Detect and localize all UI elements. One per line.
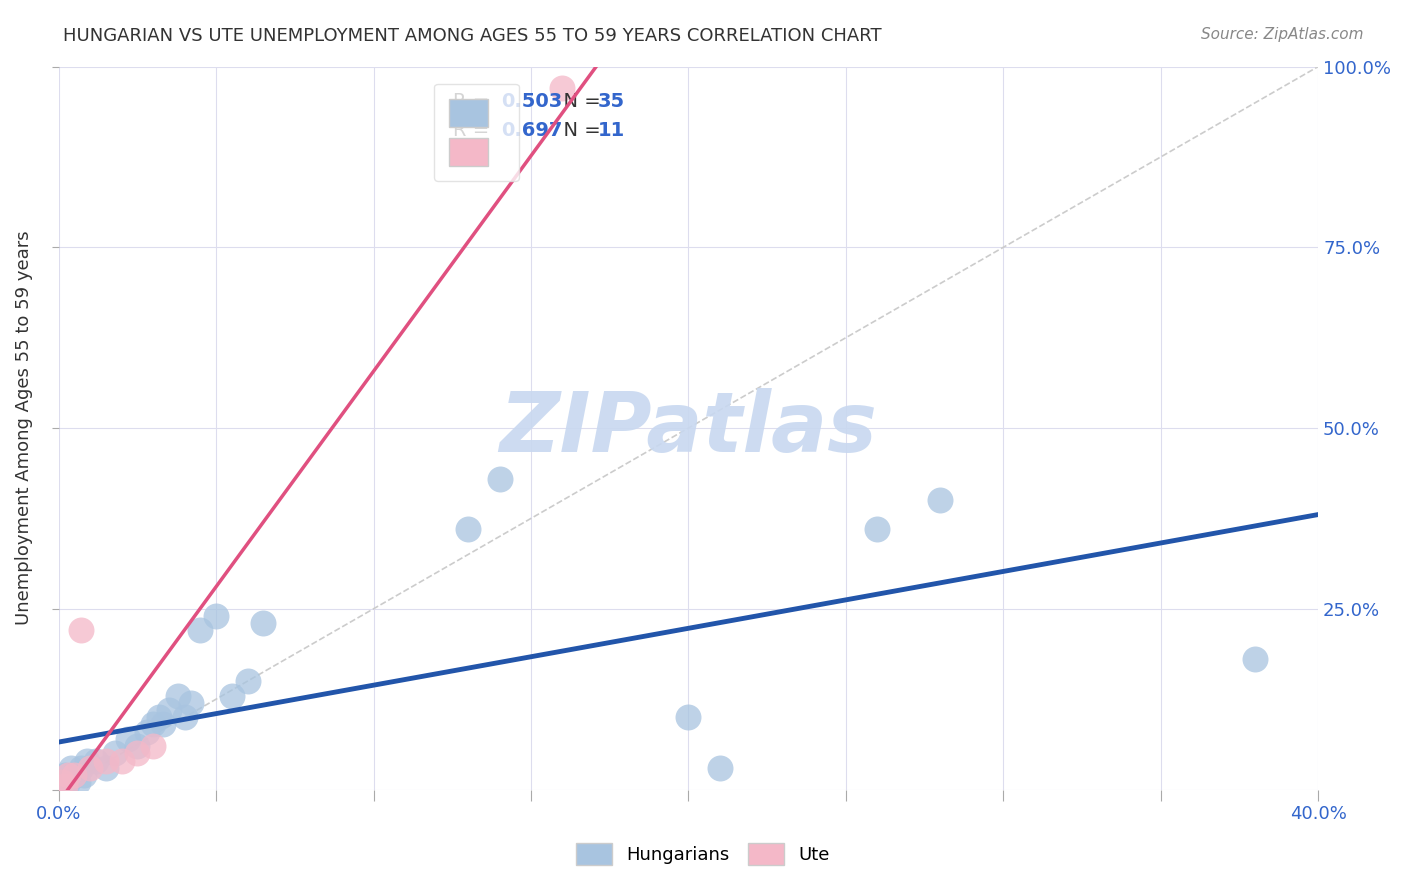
Point — [157, 703, 180, 717]
Point — [252, 616, 274, 631]
Point — [678, 710, 700, 724]
Point — [63, 768, 86, 782]
Point — [236, 674, 259, 689]
Point — [180, 696, 202, 710]
Text: ZIPatlas: ZIPatlas — [499, 387, 877, 468]
Point — [167, 689, 190, 703]
Point — [142, 739, 165, 753]
Point — [69, 761, 91, 775]
Point — [94, 761, 117, 775]
Text: 11: 11 — [598, 120, 626, 140]
Text: N =: N = — [551, 92, 607, 111]
Point — [929, 493, 952, 508]
Point — [551, 81, 574, 95]
Point — [709, 761, 731, 775]
Point — [148, 710, 170, 724]
Point — [135, 724, 157, 739]
Point — [457, 522, 479, 536]
Point — [173, 710, 195, 724]
Point — [79, 761, 101, 775]
Text: 0.503: 0.503 — [501, 92, 562, 111]
Point — [66, 775, 89, 789]
Point — [51, 775, 73, 789]
Text: HUNGARIAN VS UTE UNEMPLOYMENT AMONG AGES 55 TO 59 YEARS CORRELATION CHART: HUNGARIAN VS UTE UNEMPLOYMENT AMONG AGES… — [63, 27, 882, 45]
Point — [56, 768, 79, 782]
Point — [142, 717, 165, 731]
Point — [104, 747, 127, 761]
Point — [221, 689, 243, 703]
Text: 0.697: 0.697 — [501, 120, 562, 140]
Legend: Hungarians, Ute: Hungarians, Ute — [567, 834, 839, 874]
Point — [63, 768, 86, 782]
Point — [56, 775, 79, 789]
Point — [69, 624, 91, 638]
Point — [60, 761, 83, 775]
Point — [51, 775, 73, 789]
Point — [127, 739, 149, 753]
Point — [152, 717, 174, 731]
Point — [51, 775, 73, 789]
Point — [111, 754, 134, 768]
Point — [127, 747, 149, 761]
Point — [94, 754, 117, 768]
Point — [1244, 652, 1267, 666]
Text: R =: R = — [453, 92, 495, 111]
Point — [53, 768, 76, 782]
Point — [866, 522, 889, 536]
Point — [190, 624, 212, 638]
Point — [73, 768, 96, 782]
Point — [76, 754, 98, 768]
Legend: , : , — [433, 84, 519, 181]
Point — [86, 754, 108, 768]
Text: Source: ZipAtlas.com: Source: ZipAtlas.com — [1201, 27, 1364, 42]
Text: R =: R = — [453, 120, 495, 140]
Point — [488, 472, 510, 486]
Point — [205, 609, 228, 624]
Point — [53, 779, 76, 793]
Text: 35: 35 — [598, 92, 624, 111]
Y-axis label: Unemployment Among Ages 55 to 59 years: Unemployment Among Ages 55 to 59 years — [15, 231, 32, 625]
Point — [117, 731, 139, 746]
Text: N =: N = — [551, 120, 607, 140]
